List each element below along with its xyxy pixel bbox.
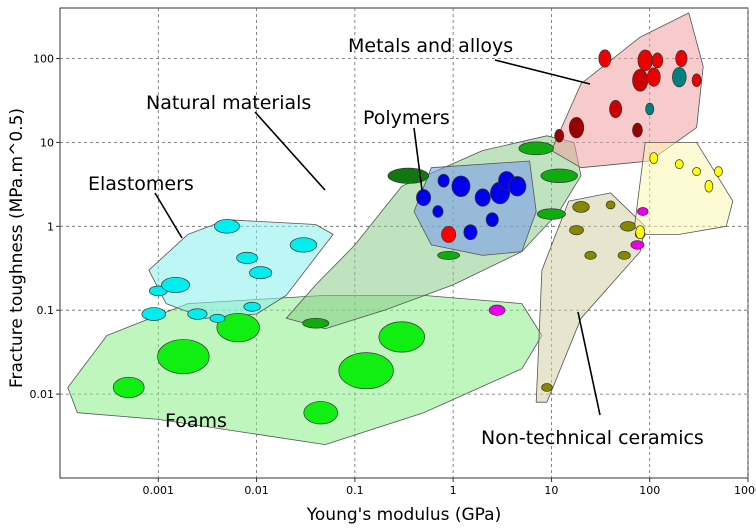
material-bubble — [157, 339, 210, 375]
x-axis-title: Young's modulus (GPa) — [306, 505, 501, 525]
metals-label: Metals and alloys — [348, 35, 513, 57]
x-tick-label: 0.001 — [143, 484, 175, 497]
x-tick-label: 0.1 — [346, 484, 364, 497]
material-bubble — [187, 308, 208, 320]
material-bubble — [541, 383, 553, 392]
material-bubble — [243, 301, 261, 312]
polymers-leader — [413, 127, 423, 191]
material-bubble — [672, 66, 687, 88]
material-bubble — [568, 116, 585, 139]
envelope-elastomers — [148, 219, 334, 319]
material-bubble — [714, 166, 723, 177]
material-bubble — [474, 188, 491, 207]
elastomers-label: Elastomers — [88, 173, 194, 195]
material-bubble — [488, 304, 506, 316]
material-bubble — [216, 313, 260, 343]
y-tick-label: 10 — [40, 136, 54, 149]
material-bubble — [289, 237, 318, 253]
material-bubble — [692, 167, 701, 176]
material-bubble — [209, 313, 226, 323]
material-bubble — [540, 168, 578, 183]
material-bubble — [598, 49, 612, 68]
material-bubble — [645, 102, 655, 116]
material-bubble — [584, 251, 597, 260]
material-bubble — [451, 175, 471, 197]
material-bubble — [572, 201, 590, 213]
x-tick-label: 100 — [639, 484, 660, 497]
material-bubble — [637, 207, 649, 216]
material-bubble — [609, 100, 623, 119]
material-bubble — [674, 159, 684, 170]
material-bubble — [620, 221, 636, 232]
material-bubble — [632, 69, 649, 92]
material-bubble — [508, 176, 527, 197]
material-bubble — [112, 376, 145, 399]
material-bubble — [536, 208, 566, 220]
material-bubble — [646, 67, 661, 87]
material-bubble — [485, 212, 499, 228]
y-tick-label: 100 — [33, 53, 54, 66]
y-tick-label: 0.1 — [37, 304, 55, 317]
material-bubble — [649, 152, 659, 164]
material-bubble — [637, 49, 653, 72]
material-bubble — [675, 50, 688, 67]
x-tick-label: 0.01 — [244, 484, 269, 497]
material-bubble — [249, 266, 273, 280]
metals-leader — [494, 59, 591, 85]
material-bubble — [617, 250, 631, 260]
material-bubble — [416, 189, 432, 207]
ceramics-leader — [577, 311, 601, 416]
envelope-metals-and-alloys — [551, 12, 704, 169]
material-bubble — [518, 141, 554, 156]
material-bubble — [161, 276, 190, 293]
material-bubble — [302, 317, 330, 329]
foams-label: Foams — [165, 410, 227, 432]
material-bubble — [441, 225, 457, 243]
material-bubble — [432, 205, 444, 218]
material-bubble — [691, 73, 702, 88]
x-tick-label: 10 — [544, 484, 558, 497]
material-bubbles — [112, 49, 723, 425]
material-bubble — [569, 225, 584, 236]
y-tick-label: 0.01 — [30, 388, 55, 401]
y-axis-title: Fracture toughness (MPa.m^0.5) — [7, 108, 27, 388]
material-bubble — [605, 200, 616, 210]
envelope-polymers — [413, 160, 537, 256]
y-tick-label: 1 — [47, 220, 54, 233]
envelope-technical-ceramics — [634, 141, 734, 235]
material-bubble — [635, 225, 646, 240]
material-bubble — [338, 352, 394, 390]
material-bubble — [141, 307, 167, 321]
material-bubble — [437, 173, 450, 188]
annotations: Metals and alloys Natural materials Poly… — [88, 35, 704, 449]
material-bubble — [632, 122, 643, 138]
elastomers-leader — [154, 192, 183, 239]
material-bubble — [554, 128, 565, 143]
polymers-label: Polymers — [363, 107, 450, 129]
material-bubble — [387, 167, 430, 184]
material-bubble — [303, 401, 339, 425]
x-tick-label: 1 — [450, 484, 457, 497]
material-bubble — [704, 180, 714, 193]
material-bubble — [463, 224, 478, 241]
ceramics-label: Non-technical ceramics — [481, 427, 704, 449]
material-bubble — [214, 219, 240, 234]
material-bubble — [378, 321, 425, 353]
material-bubble — [236, 251, 258, 264]
material-bubble — [630, 240, 645, 250]
material-bubble — [437, 250, 461, 260]
natural-leader — [254, 111, 326, 191]
material-bubble — [651, 52, 664, 69]
natural-label: Natural materials — [146, 92, 311, 114]
